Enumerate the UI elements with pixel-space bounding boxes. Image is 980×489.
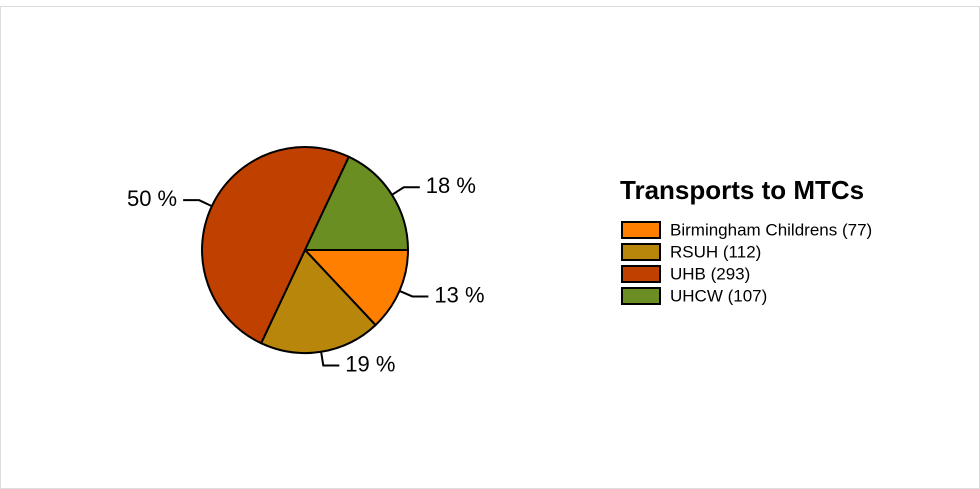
- legend-label: RSUH (112): [670, 242, 761, 261]
- legend-swatch: [621, 265, 661, 283]
- leader-line: [183, 199, 213, 208]
- data-label: 18 %: [426, 173, 476, 198]
- legend-label: UHB (293): [670, 264, 750, 283]
- pie-slice: [259, 248, 377, 354]
- data-label: 50 %: [127, 186, 177, 211]
- legend-title: Transports to MTCs: [620, 175, 864, 205]
- data-label: 19 %: [345, 351, 395, 376]
- pie-slice: [201, 146, 351, 345]
- legend-swatch: [621, 243, 661, 261]
- legend-swatch: [621, 287, 661, 305]
- legend-label: Birmingham Childrens (77): [670, 220, 872, 239]
- legend-label: UHCW (107): [670, 286, 767, 305]
- pie-slice: [303, 155, 410, 251]
- data-label: 13 %: [434, 282, 484, 307]
- leader-line: [320, 351, 340, 367]
- pie-slice: [302, 249, 410, 327]
- leader-line: [391, 186, 420, 196]
- leader-line: [399, 289, 429, 298]
- frame: [0, 6, 980, 489]
- legend-swatch: [621, 221, 661, 239]
